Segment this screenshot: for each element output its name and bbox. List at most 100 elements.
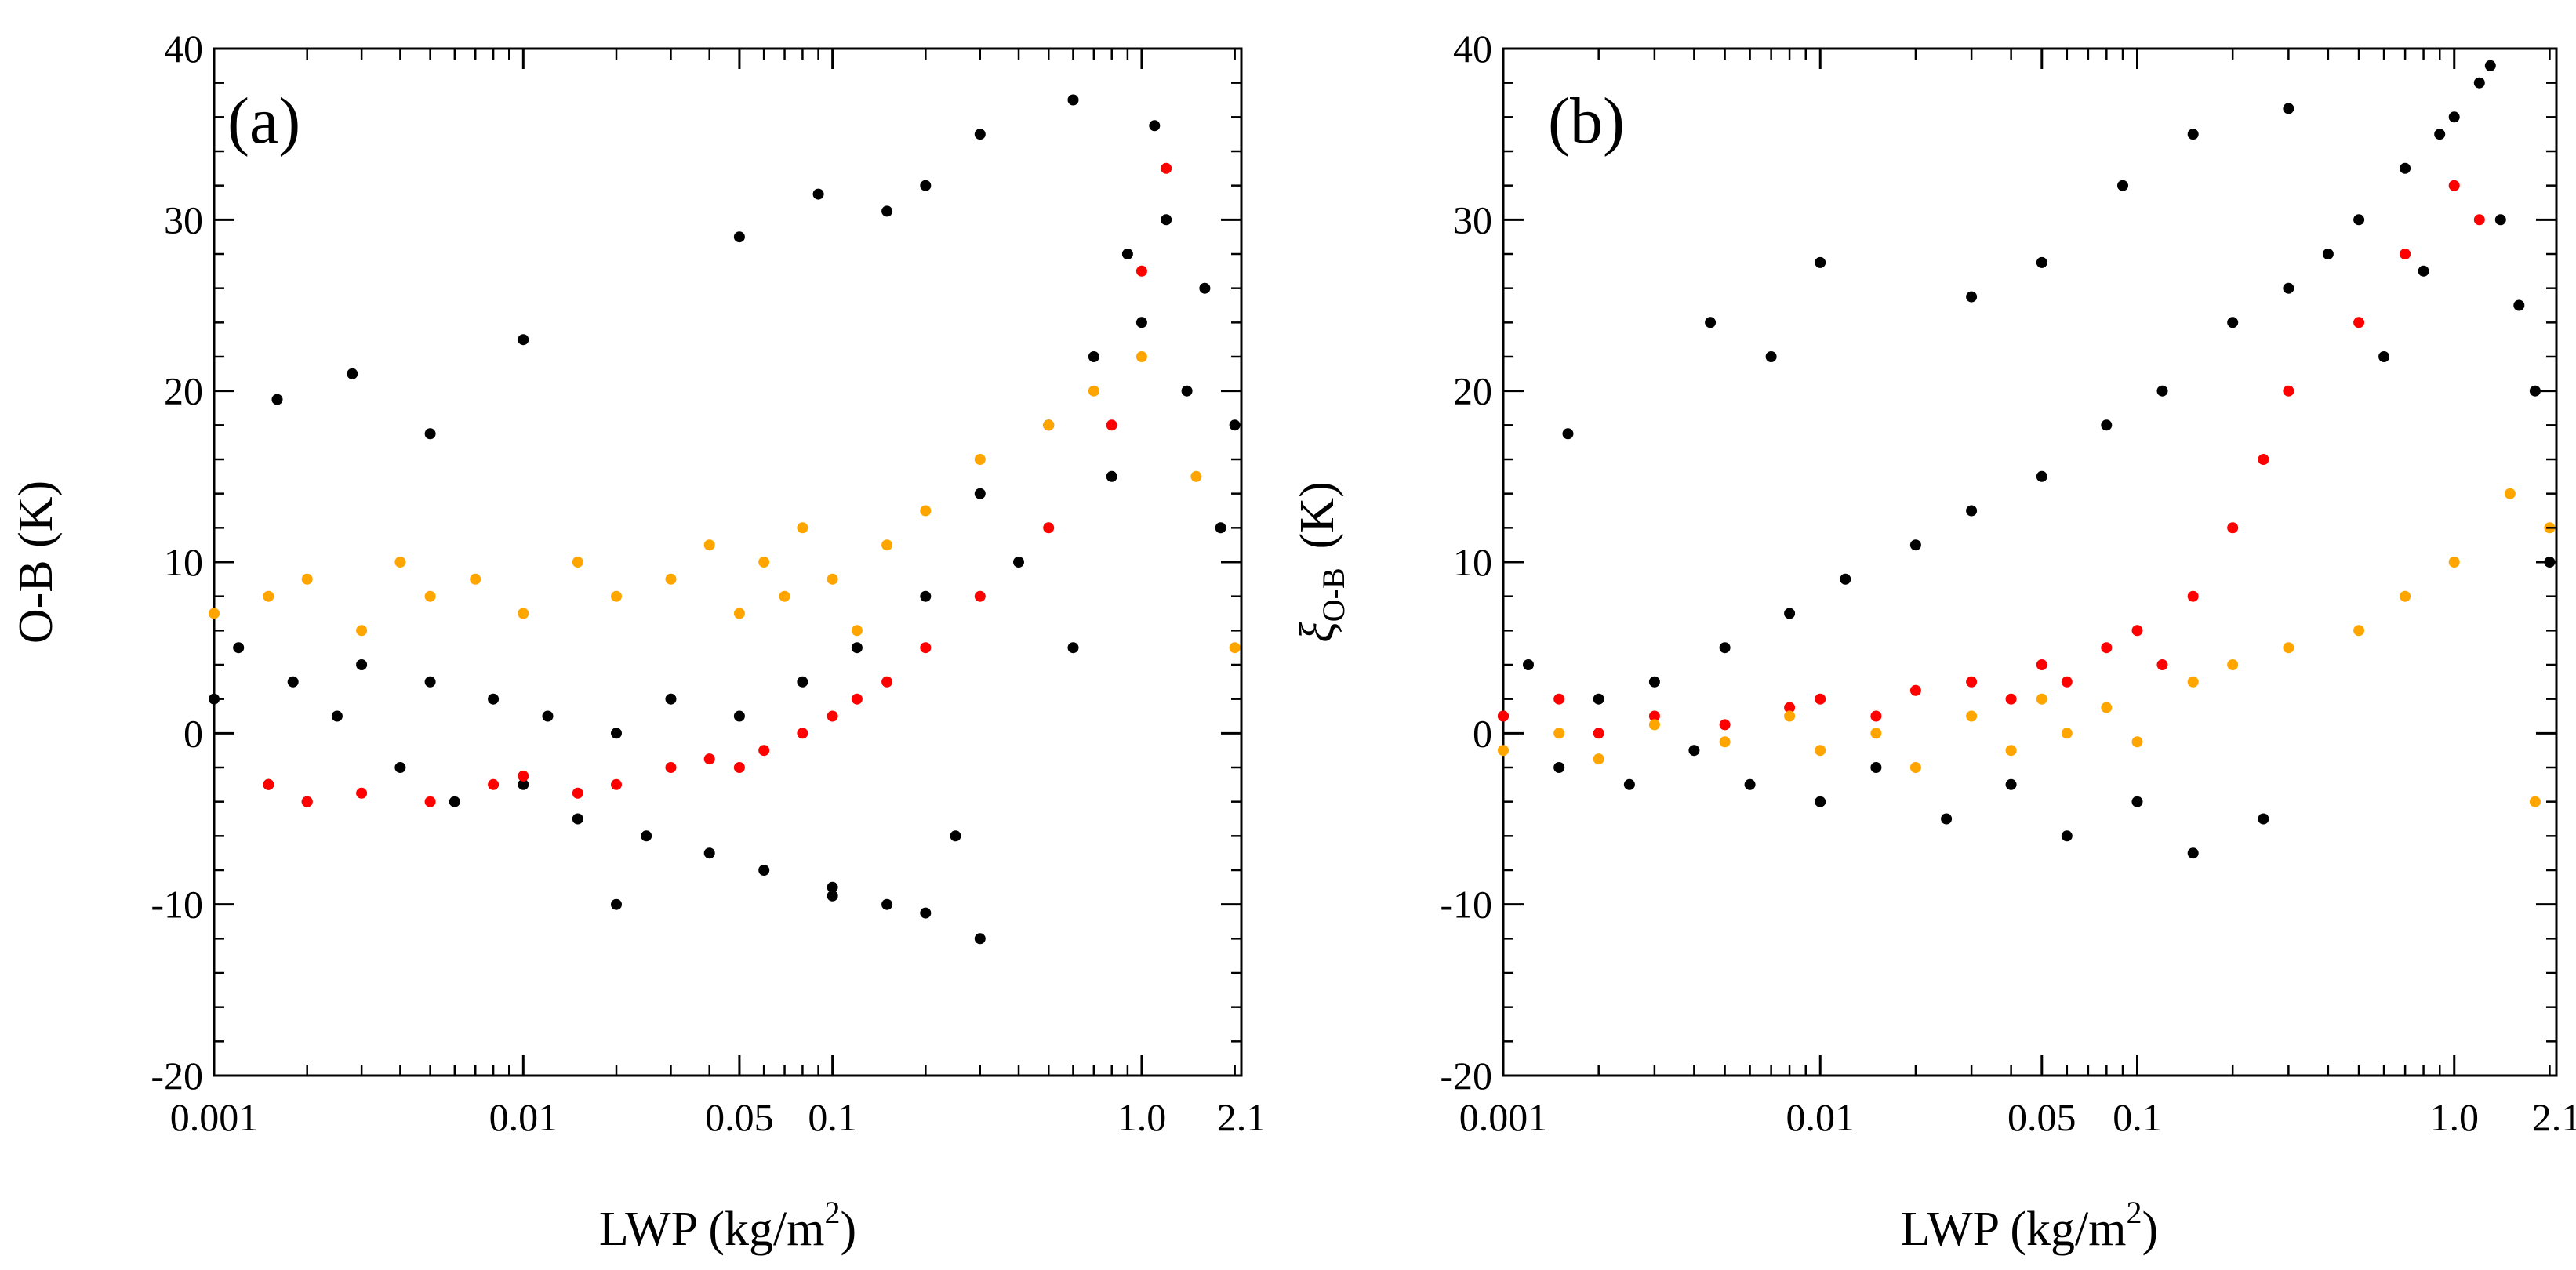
panel-a-series-red xyxy=(263,162,1172,807)
panel-a-point-black-48 xyxy=(1067,94,1079,106)
panel-b-point-black-34 xyxy=(2494,214,2506,226)
panel-b-ytick-label-6: 40 xyxy=(1453,27,1492,71)
panel-a-ytick-label-1: -10 xyxy=(151,883,203,927)
panel-b-point-orange-4 xyxy=(1719,736,1731,748)
panel-b-xtick-label-2: 0.05 xyxy=(2007,1095,2076,1139)
panel-b-point-black-23 xyxy=(2227,317,2239,328)
panel-b-x-axis-label: LWP (kg/m2) xyxy=(1901,1195,2158,1256)
panel-b-xtick-label-4: 1.0 xyxy=(2429,1095,2479,1139)
panel-a-point-red-21 xyxy=(1161,162,1172,174)
panel-b-point-black-14 xyxy=(1941,813,1953,825)
panel-b-point-red-19 xyxy=(2283,385,2294,397)
panel-b-point-black-12 xyxy=(1870,762,1882,773)
panel-a-point-black-13 xyxy=(572,813,583,825)
panel-b-point-black-3 xyxy=(1593,693,1604,705)
panel-a-point-red-12 xyxy=(797,728,808,739)
panel-b-point-orange-0 xyxy=(1498,745,1509,757)
panel-b-point-red-4 xyxy=(1719,719,1731,731)
panel-a-series-orange xyxy=(209,351,1241,654)
panel-a-point-black-11 xyxy=(518,778,529,790)
panel-a-label: (a) xyxy=(227,85,300,158)
panel-a-point-black-6 xyxy=(356,659,368,670)
panel-b-point-orange-3 xyxy=(1648,719,1660,731)
panel-a-point-black-32 xyxy=(1121,249,1133,259)
panel-b-points xyxy=(1498,60,2556,859)
panel-a-points xyxy=(209,94,1241,945)
panel-b-point-orange-2 xyxy=(1593,753,1604,765)
panel-b-point-black-33 xyxy=(2473,77,2485,89)
panel-b-point-black-18 xyxy=(2061,830,2073,842)
panel-a-point-orange-5 xyxy=(424,590,436,602)
panel-b-point-black-26 xyxy=(2322,249,2334,259)
panel-a-point-orange-14 xyxy=(779,590,790,602)
panel-b-point-black-27 xyxy=(2353,214,2365,226)
panel-b-point-black-39 xyxy=(1705,317,1717,328)
panel-a-point-black-31 xyxy=(1106,470,1117,482)
panel-a-point-black-30 xyxy=(1088,351,1099,362)
panel-a-point-black-17 xyxy=(703,847,715,859)
panel-a-ytick-label-3: 10 xyxy=(164,540,203,584)
panel-a-point-black-35 xyxy=(1181,385,1193,397)
panel-b-ytick-label-5: 30 xyxy=(1453,198,1492,241)
panel-b-xtick-label-3: 0.1 xyxy=(2113,1095,2162,1139)
panel-a-point-red-0 xyxy=(263,778,274,790)
panel-b-point-black-19 xyxy=(2101,419,2113,431)
panel-b-point-red-14 xyxy=(2131,625,2143,637)
panel-a-point-black-49 xyxy=(1149,120,1161,132)
panel-b-point-orange-23 xyxy=(2529,796,2541,807)
panel-b-point-black-30 xyxy=(2418,265,2429,277)
panel-b-point-red-23 xyxy=(2473,214,2485,226)
panel-a-point-red-5 xyxy=(518,770,529,782)
panel-a-point-orange-7 xyxy=(518,608,529,619)
panel-a-point-black-15 xyxy=(641,830,652,842)
panel-a-point-orange-25 xyxy=(1229,642,1241,654)
panel-b-point-black-4 xyxy=(1623,778,1635,790)
panel-a-point-red-20 xyxy=(1135,265,1147,277)
panel-b-point-orange-19 xyxy=(2400,590,2411,602)
panel-a-point-red-15 xyxy=(881,676,893,688)
panel-b-point-red-9 xyxy=(1966,676,1978,688)
panel-a-point-black-34 xyxy=(1161,214,1172,226)
panel-a-point-black-14 xyxy=(611,728,622,739)
panel-b-point-orange-18 xyxy=(2353,625,2365,637)
panel-a-point-black-7 xyxy=(394,762,406,773)
panel-a-point-red-10 xyxy=(733,762,745,773)
panel-a-point-red-16 xyxy=(920,642,932,654)
panel-b-point-red-6 xyxy=(1815,693,1826,705)
panel-b-point-black-47 xyxy=(2484,60,2496,71)
panel-a-y-axis-label: O-B (K) xyxy=(9,481,63,644)
panel-b-ytick-label-0: -20 xyxy=(1440,1054,1492,1098)
panel-b-point-black-25 xyxy=(2283,282,2294,294)
panel-b-point-black-28 xyxy=(2378,351,2390,362)
panel-b-point-red-22 xyxy=(2448,180,2460,191)
panel-b-point-orange-15 xyxy=(2187,676,2199,688)
panel-a-xtick-label-2: 0.05 xyxy=(705,1095,774,1139)
panel-a-point-orange-18 xyxy=(881,539,893,551)
panel-b-point-black-42 xyxy=(1966,291,1978,303)
panel-a-point-black-5 xyxy=(331,710,343,722)
panel-b-point-black-10 xyxy=(1815,796,1826,807)
panel-a-point-orange-21 xyxy=(1043,419,1055,431)
panel-a-point-black-29 xyxy=(1067,642,1079,654)
panel-b-series-orange xyxy=(1498,488,2556,807)
panel-b-point-red-20 xyxy=(2353,317,2365,328)
panel-b-y-axis-label: ξO-B(K) xyxy=(1291,481,1351,643)
panel-a: 0.001 0.01 0.05 0.1 1.0 2.1 -20 -10 0 10 20 30 40 (a… xyxy=(9,27,1266,1256)
panel-a-point-orange-3 xyxy=(356,625,368,637)
panel-b-point-black-20 xyxy=(2131,796,2143,807)
panel-a-point-red-2 xyxy=(356,787,368,799)
panel-b-point-red-12 xyxy=(2061,676,2073,688)
panel-b-point-red-21 xyxy=(2400,249,2411,259)
panel-a-xtick-label-0: 0.001 xyxy=(170,1095,259,1139)
panel-a-point-black-16 xyxy=(665,693,677,705)
panel-b-point-black-36 xyxy=(2529,385,2541,397)
panel-a-xtick-label-1: 0.01 xyxy=(489,1095,558,1139)
panel-b-point-black-44 xyxy=(2117,180,2128,191)
panel-b-point-orange-10 xyxy=(2005,745,2017,757)
panel-a-point-black-27 xyxy=(1013,557,1024,568)
panel-b-xtick-label-1: 0.01 xyxy=(1786,1095,1855,1139)
panel-b-point-black-45 xyxy=(2187,129,2199,140)
panel-b-point-black-9 xyxy=(1784,608,1796,619)
panel-a-point-orange-8 xyxy=(572,557,583,568)
